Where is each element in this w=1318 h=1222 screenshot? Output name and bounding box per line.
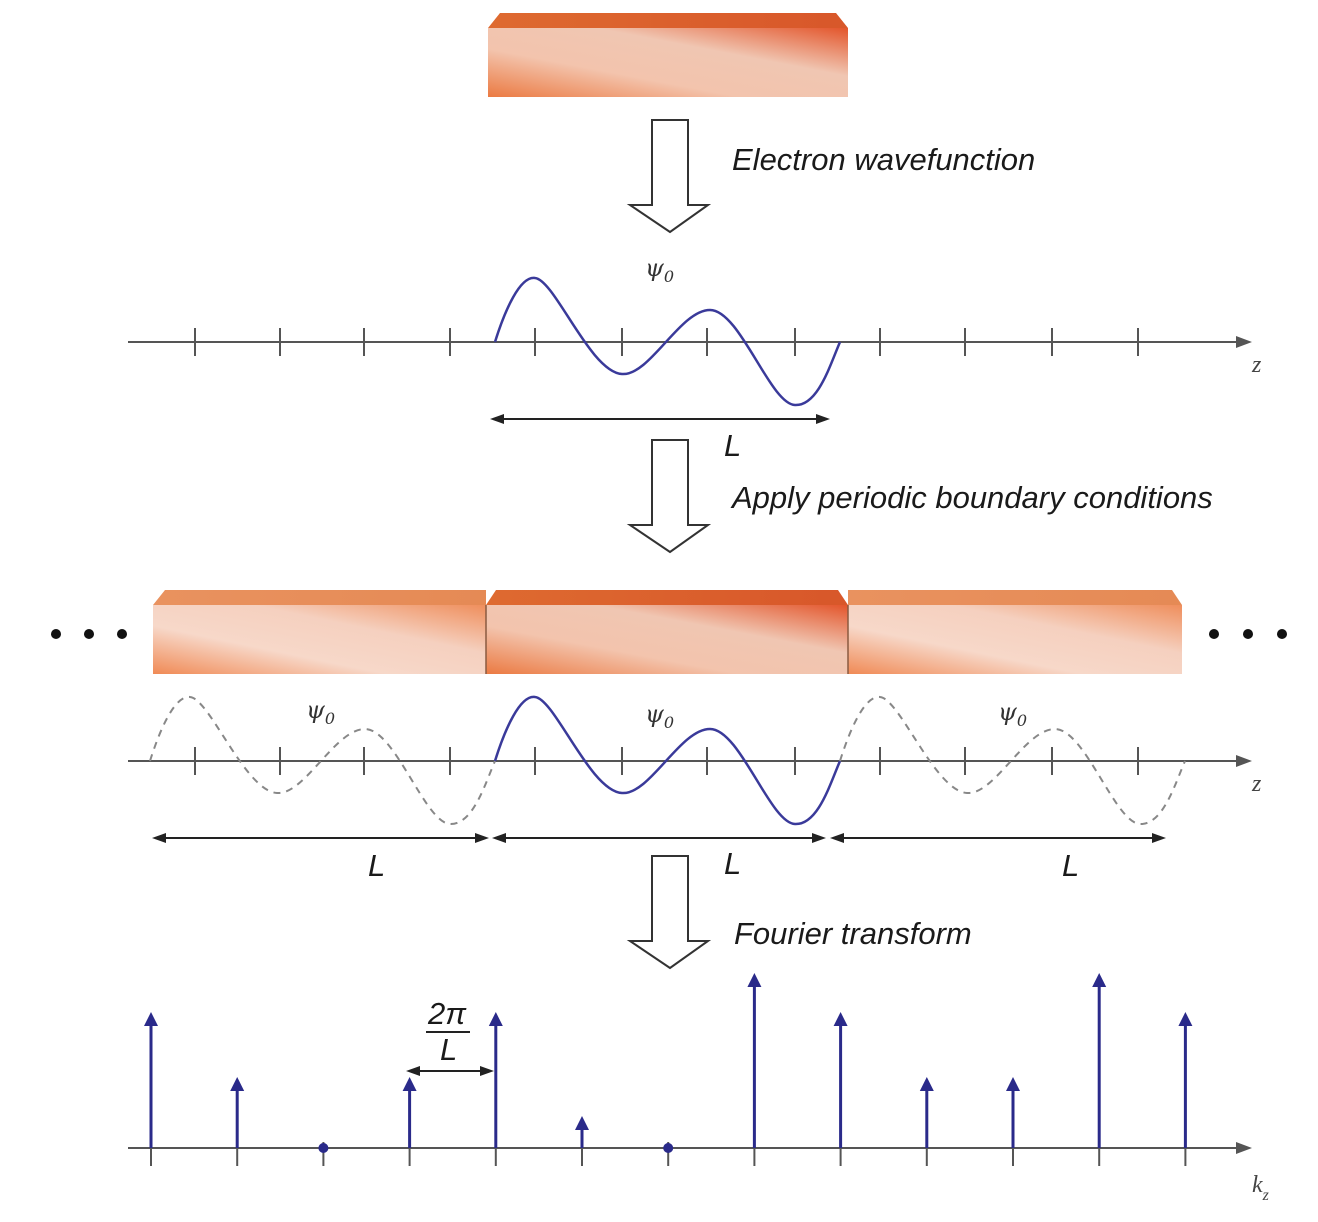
step-periodic-label: Apply periodic boundary conditions	[730, 480, 1213, 515]
center-slab	[485, 590, 849, 674]
dim-arrowhead-left-icon	[490, 414, 504, 424]
spectrum-spikes	[144, 973, 1193, 1166]
ellipsis-left-icon	[117, 629, 127, 639]
dim-arrowhead-icon	[475, 833, 489, 843]
dim-arrowhead-icon	[1152, 833, 1166, 843]
down-arrow-icon	[626, 119, 712, 234]
down-arrow-icon	[626, 855, 712, 970]
wavefunction-curve-right-copy	[839, 695, 1186, 826]
spectrum-spike-arrowhead-icon	[575, 1116, 589, 1130]
spectrum-spike-arrowhead-icon	[833, 1012, 848, 1026]
z-axis-arrowhead-icon	[1236, 755, 1252, 767]
periodic-slabs	[51, 590, 1287, 674]
step-wavefunction-label: Electron wavefunction	[732, 142, 1035, 177]
z-axis-label: z	[1251, 352, 1262, 378]
psi-symbol: ψ	[645, 254, 665, 282]
psi-symbol: ψ	[306, 696, 326, 724]
psi-label: ψ0	[645, 254, 674, 286]
spectrum-spike-arrowhead-icon	[402, 1077, 417, 1091]
spacing-denominator: L	[440, 1032, 457, 1067]
psi-subscript: 0	[664, 267, 674, 286]
spectrum-zero-point	[663, 1143, 674, 1153]
psi-subscript: 0	[1017, 711, 1027, 730]
right-slab	[848, 590, 1182, 674]
dim-arrowhead-icon	[830, 833, 844, 843]
spectrum-spike-arrowhead-icon	[747, 973, 762, 987]
length-label-left: L	[368, 848, 385, 883]
kz-axis-arrowhead-icon	[1236, 1142, 1252, 1154]
psi-label-right: ψ0	[998, 698, 1027, 730]
ellipsis-right-icon	[1243, 629, 1253, 639]
psi-label-center: ψ0	[645, 700, 674, 732]
spectrum-zero-point	[318, 1143, 329, 1153]
spectrum-spike-arrowhead-icon	[144, 1012, 158, 1026]
psi-symbol: ψ	[645, 700, 665, 728]
z-axis-label-periodic: z	[1251, 771, 1262, 797]
spacing-numerator: 2π	[427, 996, 467, 1031]
dim-arrowhead-right-icon	[816, 414, 830, 424]
ellipsis-left-icon	[51, 629, 61, 639]
ellipsis-right-icon	[1209, 629, 1219, 639]
step-fourier-label: Fourier transform	[734, 916, 972, 951]
left-slab	[153, 590, 486, 674]
wavefunction-curve-left-copy	[149, 695, 496, 826]
length-label-center: L	[724, 846, 741, 881]
top-slab	[488, 13, 848, 97]
spectrum-spike-arrowhead-icon	[1092, 973, 1107, 987]
kz-axis-label-main: k	[1252, 1172, 1263, 1198]
z-axis-arrowhead-icon	[1236, 336, 1252, 348]
dim-arrowhead-icon	[492, 833, 506, 843]
spectrum-spike-arrowhead-icon	[1178, 1012, 1193, 1026]
wavefunction-curve-center	[493, 695, 842, 826]
psi-subscript: 0	[325, 709, 335, 728]
spectrum-spike-arrowhead-icon	[488, 1012, 503, 1026]
psi-subscript: 0	[664, 713, 674, 732]
psi-symbol: ψ	[998, 698, 1018, 726]
dim-arrowhead-icon	[152, 833, 166, 843]
spectrum-spike-arrowhead-icon	[1006, 1077, 1020, 1091]
kz-axis-label: kz	[1252, 1172, 1270, 1204]
dim-arrowhead-icon	[406, 1066, 420, 1076]
fourier-spectrum-plot: 2π L kz	[128, 973, 1270, 1204]
length-label: L	[724, 428, 741, 463]
down-arrow-icon	[626, 439, 712, 554]
length-label-right: L	[1062, 848, 1079, 883]
dim-arrowhead-icon	[812, 833, 826, 843]
wavefunction-curve	[493, 276, 842, 407]
spectrum-spike-arrowhead-icon	[230, 1077, 245, 1091]
dim-arrowhead-icon	[480, 1066, 494, 1076]
z-axis-ticks	[194, 328, 1139, 356]
isolated-wavefunction-plot: ψ0 z L	[128, 254, 1262, 463]
spectrum-spike-arrowhead-icon	[919, 1077, 934, 1091]
kz-axis-label-sub: z	[1262, 1187, 1270, 1204]
periodic-wavefunction-plot: ψ0 ψ0 ψ0 z L L L	[128, 695, 1262, 883]
z-axis-ticks-periodic	[194, 747, 1139, 775]
psi-label-left: ψ0	[306, 696, 335, 728]
ellipsis-left-icon	[84, 629, 94, 639]
ellipsis-right-icon	[1277, 629, 1287, 639]
